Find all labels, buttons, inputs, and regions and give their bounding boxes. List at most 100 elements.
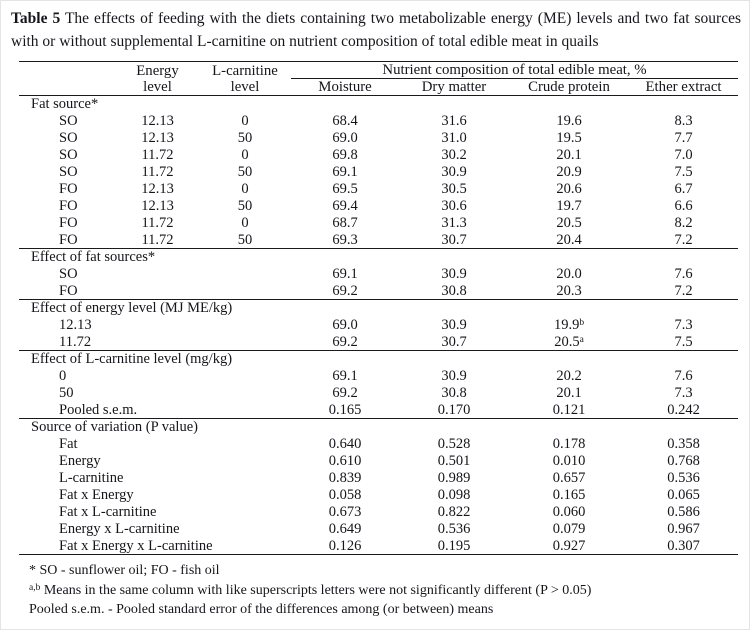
cell-value: 0.060: [552, 504, 586, 520]
cell-carnitine-level: 0: [241, 181, 249, 197]
cell-value: 0.839: [328, 470, 362, 486]
footnote-fat-sources: * SO - sunflower oil; FO - fish oil: [29, 563, 220, 578]
table-row: Fat x L-carnitine 0.673 0.822 0.060 0.586: [19, 504, 738, 521]
table-row: FO 12.13 0 69.5 30.5 20.6 6.7: [19, 181, 738, 198]
cell-value: 7.2: [674, 282, 693, 299]
cell-value: 20.4: [556, 231, 582, 248]
footnote-superscript-text: Means in the same column with like super…: [40, 582, 592, 598]
table-row: 12.13 69.0 30.9 19.9b 7.3: [19, 317, 738, 334]
cell-value: 0.170: [437, 401, 471, 418]
table-row: 50 69.2 30.8 20.1 7.3: [19, 385, 738, 402]
superscript: a: [579, 334, 584, 345]
cell-value: 69.8: [332, 147, 358, 163]
header-ether-extract: Ether extract: [645, 79, 722, 95]
cell-value: 30.9: [441, 164, 467, 180]
table-row: Pooled s.e.m. 0.165 0.170 0.121 0.242: [19, 402, 738, 419]
cell-value: 20.5a: [554, 333, 584, 350]
table-row: FO 11.72 50 69.3 30.7 20.4 7.2: [19, 232, 738, 249]
section-title: Fat source*: [31, 96, 99, 113]
table-row: Energy 0.610 0.501 0.010 0.768: [19, 453, 738, 470]
header-moisture: Moisture: [318, 79, 372, 95]
table-row: FO 12.13 50 69.4 30.6 19.7 6.6: [19, 198, 738, 215]
row-label: 12.13: [59, 317, 92, 333]
cell-energy-level: 12.13: [141, 198, 174, 214]
cell-value: 30.7: [441, 231, 467, 248]
cell-value: 20.5: [556, 215, 582, 231]
row-label: FO: [59, 282, 78, 299]
cell-value: 30.5: [441, 181, 467, 197]
cell-value: 69.4: [332, 198, 358, 214]
table-row: Fat x Energy 0.058 0.098 0.165 0.065: [19, 487, 738, 504]
header-nutrient-span: Nutrient composition of total edible mea…: [291, 61, 739, 79]
cell-carnitine-level: 0: [241, 215, 249, 231]
table-row: SO 12.13 0 68.4 31.6 19.6 8.3: [19, 113, 738, 130]
superscript: b: [579, 318, 585, 328]
cell-value: 0.822: [437, 504, 471, 520]
row-label: 0: [59, 368, 67, 384]
cell-energy-level: 11.72: [141, 164, 174, 180]
table-row: SO 12.13 50 69.0 31.0 19.5 7.7: [19, 130, 738, 147]
cell-value: 30.8: [441, 282, 467, 299]
table-section: Effect of fat sources* SO 69.1 30.9 20.0 7.6 F…: [19, 249, 739, 300]
cell-value: 0.098: [437, 487, 471, 503]
cell-value: 30.9: [441, 266, 467, 282]
table-caption: Table 5 The effects of feeding with the …: [11, 8, 741, 53]
cell-value: 0.768: [667, 453, 700, 469]
table-row: 0 69.1 30.9 20.2 7.6: [19, 368, 738, 385]
header-row-2: level level Moisture Dry matter Crude pr…: [19, 79, 738, 96]
table-row: SO 69.1 30.9 20.0 7.6: [19, 266, 738, 283]
footnotes: * SO - sunflower oil; FO - fish oil a,b …: [29, 561, 737, 620]
header-crude-protein: Crude protein: [528, 79, 610, 95]
cell-value: 69.3: [332, 231, 358, 248]
header-empty-cell: [19, 79, 116, 96]
cell-carnitine-level: 50: [237, 198, 253, 214]
cell-value: 0.649: [328, 521, 362, 537]
cell-value: 69.0: [332, 317, 358, 333]
cell-value: 7.6: [674, 368, 693, 384]
cell-value: 0.586: [667, 504, 700, 520]
cell-value: 69.2: [332, 385, 358, 401]
section-title: Effect of energy level (MJ ME/kg): [31, 300, 233, 317]
cell-value: 0.065: [667, 487, 700, 503]
table-section: Fat source* SO 12.13 0 68.4 31.6 19.6 8.3 SO 12.1…: [19, 96, 739, 249]
section-header-row: Source of variation (P value): [19, 419, 738, 436]
row-label: Fat: [59, 436, 78, 452]
cell-value: 0.079: [552, 521, 586, 537]
cell-value: 69.0: [332, 130, 358, 146]
cell-value: 6.6: [674, 198, 693, 214]
row-label: SO: [59, 113, 78, 129]
row-label: FO: [59, 198, 78, 214]
table-caption-number: Table 5: [11, 10, 61, 27]
cell-value: 7.5: [674, 333, 693, 350]
cell-value: 30.6: [441, 198, 467, 214]
footnote-pooled-sem: Pooled s.e.m. - Pooled standard error of…: [29, 602, 494, 617]
table-row: SO 11.72 50 69.1 30.9 20.9 7.5: [19, 164, 738, 181]
cell-value: 7.5: [674, 164, 693, 180]
cell-value: 7.0: [674, 147, 693, 163]
row-label: SO: [59, 130, 78, 146]
cell-value: 20.1: [556, 385, 582, 401]
cell-value: 0.126: [328, 537, 362, 554]
cell-value: 0.927: [552, 537, 586, 554]
cell-value: 0.121: [552, 401, 586, 418]
data-table: Energy L-carnitine Nutrient composition …: [19, 61, 739, 555]
table-caption-text: The effects of feeding with the diets co…: [11, 10, 741, 50]
cell-carnitine-level: 50: [237, 231, 253, 248]
cell-carnitine-level: 0: [241, 113, 249, 129]
cell-value: 20.1: [556, 147, 582, 163]
header-energy-level: level: [143, 79, 172, 95]
cell-value: 6.7: [674, 181, 693, 197]
row-label: 50: [59, 385, 74, 401]
table-row: Fat 0.640 0.528 0.178 0.358: [19, 436, 738, 453]
table-row: Fat x Energy x L-carnitine 0.126 0.195 0.92…: [19, 538, 738, 555]
cell-value: 0.640: [328, 436, 362, 452]
cell-carnitine-level: 0: [241, 147, 249, 163]
table-row: FO 69.2 30.8 20.3 7.2: [19, 283, 738, 300]
cell-value: 30.8: [441, 385, 467, 401]
cell-value: 31.0: [441, 130, 467, 146]
cell-value: 0.536: [667, 470, 700, 486]
cell-value: 0.673: [328, 504, 362, 520]
cell-value: 0.010: [552, 453, 586, 469]
cell-value: 0.165: [328, 401, 362, 418]
cell-value: 7.6: [674, 266, 693, 282]
